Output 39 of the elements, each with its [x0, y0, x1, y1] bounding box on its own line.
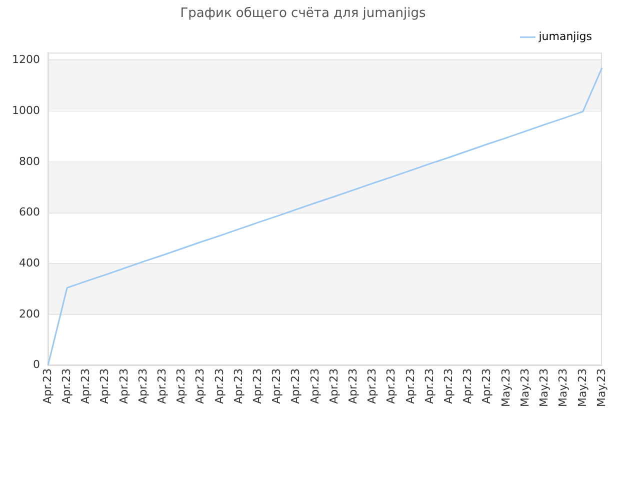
y-tick-label: 1000	[12, 104, 40, 117]
y-tick-label: 1200	[12, 53, 40, 66]
x-tick-label: Apr.23	[308, 368, 322, 404]
x-tick-label: Apr.23	[461, 368, 474, 404]
x-tick-label: Apr.23	[346, 368, 360, 404]
chart-title: График общего счёта для jumanjigs	[180, 6, 426, 22]
x-tick-label: Apr.23	[422, 368, 436, 404]
y-tick-label: 200	[18, 307, 40, 320]
x-tick-label: Apr.23	[366, 368, 379, 404]
x-tick-label: Apr.23	[174, 368, 188, 404]
x-tick-label: Apr.23	[384, 368, 398, 404]
y-tick-label: 400	[18, 256, 40, 270]
y-tick-label: 0	[32, 358, 40, 372]
x-tick-label: Apr.23	[155, 368, 168, 404]
x-tick-label: Apr.23	[270, 368, 284, 404]
x-tick-label: Apr.23	[212, 368, 226, 404]
y-tick-label: 800	[18, 154, 40, 168]
x-tick-label: Apr.23	[250, 368, 264, 404]
legend-label: jumanjigs	[538, 30, 592, 43]
x-tick-label: Apr.23	[98, 368, 112, 404]
x-tick-label: Apr.23	[117, 368, 130, 404]
x-tick-label: Apr.23	[327, 368, 340, 404]
x-tick-label: May.23	[518, 368, 532, 408]
x-tick-label: May.23	[538, 368, 551, 408]
x-tick-label: Apr.23	[136, 368, 150, 404]
x-tick-label: Apr.23	[60, 368, 73, 404]
x-tick-label: May.23	[594, 368, 608, 408]
x-tick-label: May.23	[499, 368, 512, 408]
y-tick-label: 600	[18, 206, 40, 219]
x-tick-label: Apr.23	[480, 368, 494, 404]
x-tick-label: Apr.23	[194, 368, 207, 404]
x-tick-label: Apr.23	[404, 368, 417, 404]
x-tick-label: Apr.23	[232, 368, 245, 404]
x-tick-label: Apr.23	[40, 368, 54, 404]
x-tick-label: May.23	[576, 368, 589, 408]
x-tick-label: Apr.23	[79, 368, 92, 404]
x-tick-label: Apr.23	[442, 368, 456, 404]
x-tick-label: May.23	[556, 368, 570, 408]
x-tick-label: Apr.23	[289, 368, 302, 404]
